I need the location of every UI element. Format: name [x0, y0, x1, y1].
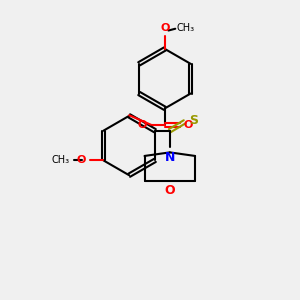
Text: CH₃: CH₃	[176, 22, 194, 32]
Text: O: O	[77, 155, 86, 165]
Text: O: O	[183, 120, 193, 130]
Text: S: S	[189, 114, 198, 127]
Text: O: O	[164, 184, 175, 197]
Text: CH₃: CH₃	[51, 155, 69, 165]
Text: O: O	[160, 22, 170, 33]
Text: O: O	[138, 120, 147, 130]
Text: N: N	[165, 152, 175, 164]
